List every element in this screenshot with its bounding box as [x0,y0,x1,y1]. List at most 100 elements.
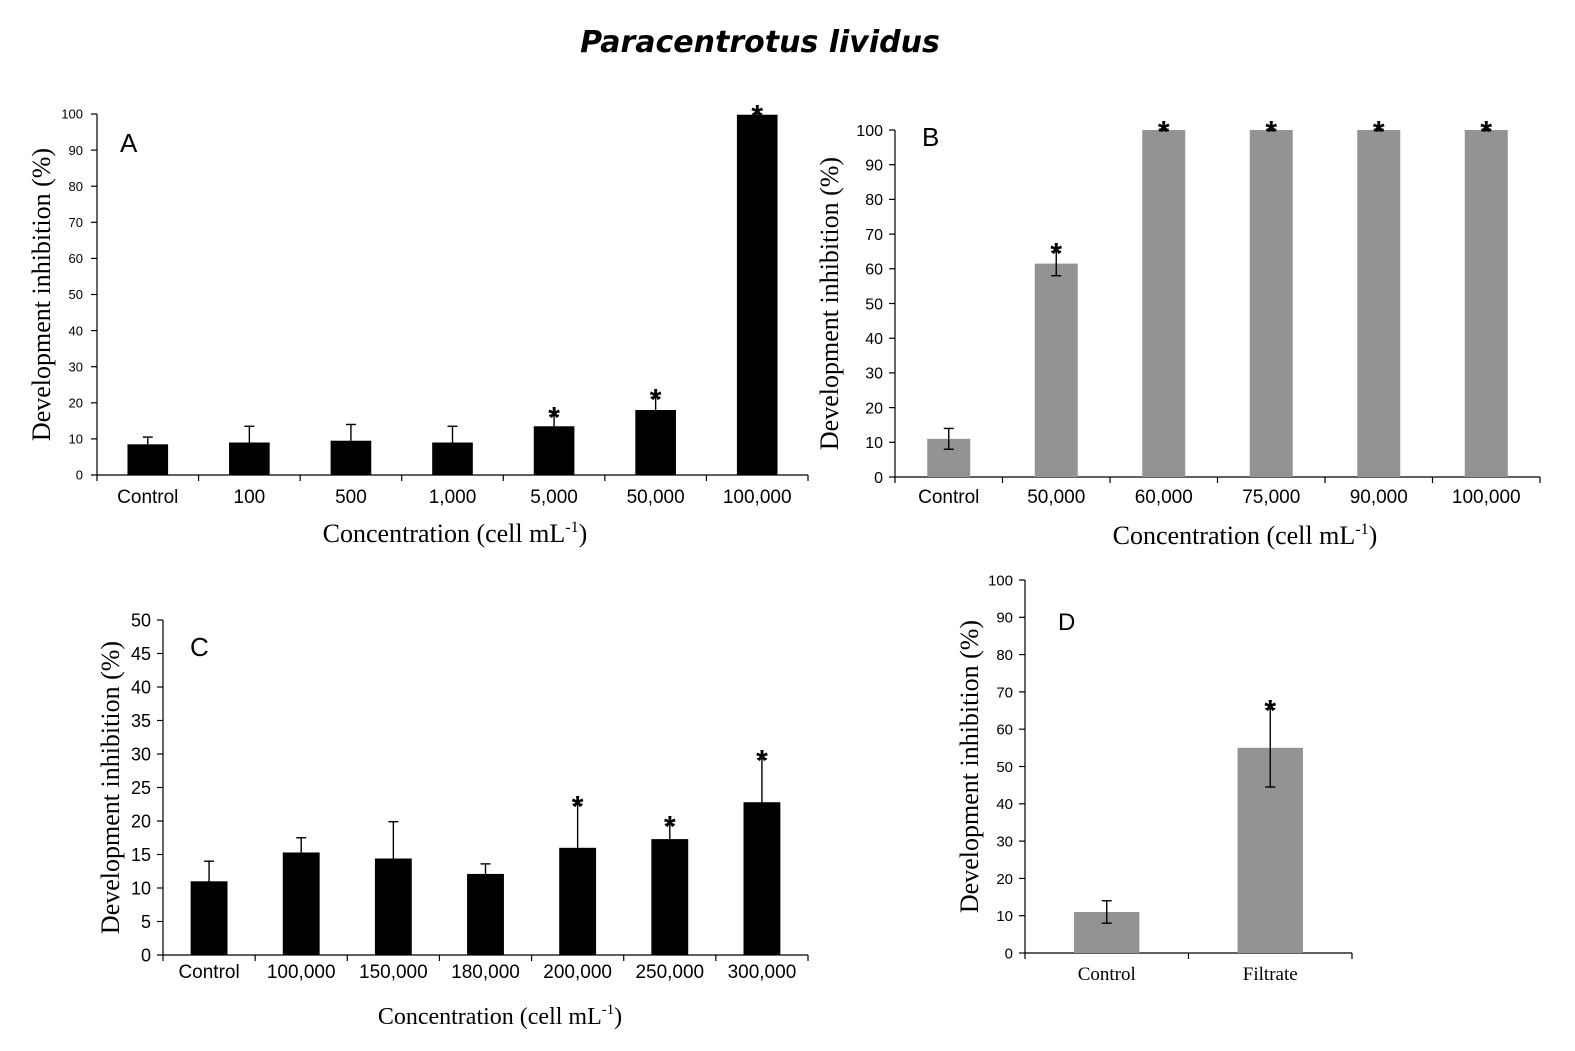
y-tick-label: 10 [996,908,1013,925]
y-tick-label: 90 [865,157,883,174]
y-tick-label: 40 [865,331,883,348]
category-label: Filtrate [1243,964,1298,985]
significance-marker: * [650,383,662,416]
x-axis-title: Concentration (cell mL-1) [378,1002,622,1030]
category-label: 60,000 [1135,487,1193,508]
category-label: 50,000 [627,487,685,508]
category-label: 150,000 [359,962,428,983]
category-label: 100,000 [267,962,336,983]
bar [1249,130,1293,477]
bar [651,839,689,955]
significance-marker: * [1158,115,1170,148]
significance-marker: * [1373,115,1385,148]
x-axis-title-sup: -1 [565,519,578,536]
y-tick-label: 100 [988,572,1013,589]
y-tick-label: 30 [865,366,883,383]
y-tick-label: 70 [865,227,883,244]
bar [1142,130,1186,477]
category-label: Control [1078,964,1136,985]
category-label: 100,000 [723,487,792,508]
significance-marker: * [572,790,584,823]
y-tick-label: 20 [996,871,1013,888]
category-label: 100,000 [1452,487,1521,508]
y-tick-label: 45 [131,644,151,664]
y-tick-label: 90 [996,610,1013,627]
figure-title: Paracentrotus lividus [580,25,940,60]
panel-b: 0 10 20 30 40 50 60 70 80 90 100 Control * 50,000 * 60,… [815,115,1541,550]
bar [330,440,372,475]
y-tick-label: 50 [996,759,1013,776]
significance-marker: * [1265,115,1277,148]
category-label: 1,000 [429,487,477,508]
y-tick-label: 80 [865,192,883,209]
panel-label: A [120,128,138,158]
y-tick-label: 0 [1005,945,1013,962]
category-label: 5,000 [530,487,578,508]
bar [1464,130,1508,477]
y-tick-label: 50 [69,287,83,302]
x-axis-title: Concentration (cell mL-1) [1113,521,1378,550]
y-tick-label: 100 [856,123,883,140]
bar [282,852,320,955]
bar [533,426,575,475]
y-tick-label: 10 [865,435,883,452]
category-label: Control [117,487,178,508]
category-label: 75,000 [1242,487,1300,508]
category-label: 500 [335,487,367,508]
y-tick-label: 5 [141,912,151,932]
y-tick-label: 50 [865,296,883,313]
significance-marker: * [1480,115,1492,148]
bar [432,442,473,475]
x-axis-title-sup: -1 [1355,521,1368,538]
y-tick-label: 80 [69,179,83,194]
significance-marker: * [1050,237,1062,270]
y-tick-label: 20 [69,395,83,410]
x-axis-title-main: Concentration (cell mL [378,1004,602,1030]
significance-marker: * [751,100,763,133]
y-axis-title: Development inhibition (%) [815,157,844,450]
y-tick-label: 90 [69,143,83,158]
y-tick-label: 50 [131,610,151,630]
panel-d: 0 10 20 30 40 50 60 70 80 90 100 Control * Filtrate De… [955,572,1353,985]
bar [127,444,169,475]
y-tick-label: 70 [69,215,83,230]
y-axis-title: Development inhibition (%) [27,148,56,441]
y-tick-label: 100 [61,107,83,122]
bar [467,873,504,955]
x-axis-title-main: Concentration (cell mL [1113,521,1356,550]
category-label: Control [178,962,239,983]
y-tick-label: 80 [996,647,1013,664]
y-tick-label: 60 [996,722,1013,739]
panel-label: C [190,632,209,662]
significance-marker: * [756,745,768,778]
y-tick-label: 15 [131,845,151,865]
y-tick-label: 20 [865,400,883,417]
y-tick-label: 25 [131,778,151,798]
x-axis-title-tail: ) [579,519,588,548]
y-tick-label: 35 [131,711,151,731]
bar [736,114,778,476]
panel-label: D [1058,609,1075,636]
y-tick-label: 30 [131,744,151,764]
y-tick-label: 30 [69,359,83,374]
y-tick-label: 10 [69,432,83,447]
x-axis-title-main: Concentration (cell mL [323,519,566,548]
y-tick-label: 0 [141,945,151,965]
bar [635,410,676,475]
y-tick-label: 0 [874,470,883,487]
category-label: 100 [234,487,266,508]
bar [1034,263,1078,477]
x-axis-title-tail: ) [1369,521,1378,550]
y-tick-label: 60 [865,262,883,279]
category-label: 50,000 [1027,487,1085,508]
y-axis-title: Development inhibition (%) [955,620,984,913]
panel-c: 0 5 10 15 20 25 30 35 40 45 50 Control 100,000 150,00… [96,610,809,1030]
y-tick-label: 40 [69,323,83,338]
y-tick-label: 30 [996,834,1013,851]
y-tick-label: 60 [69,251,83,266]
panel-label: B [922,122,939,152]
y-axis-title: Development inhibition (%) [96,641,125,934]
x-axis-title-sup: -1 [602,1002,614,1018]
